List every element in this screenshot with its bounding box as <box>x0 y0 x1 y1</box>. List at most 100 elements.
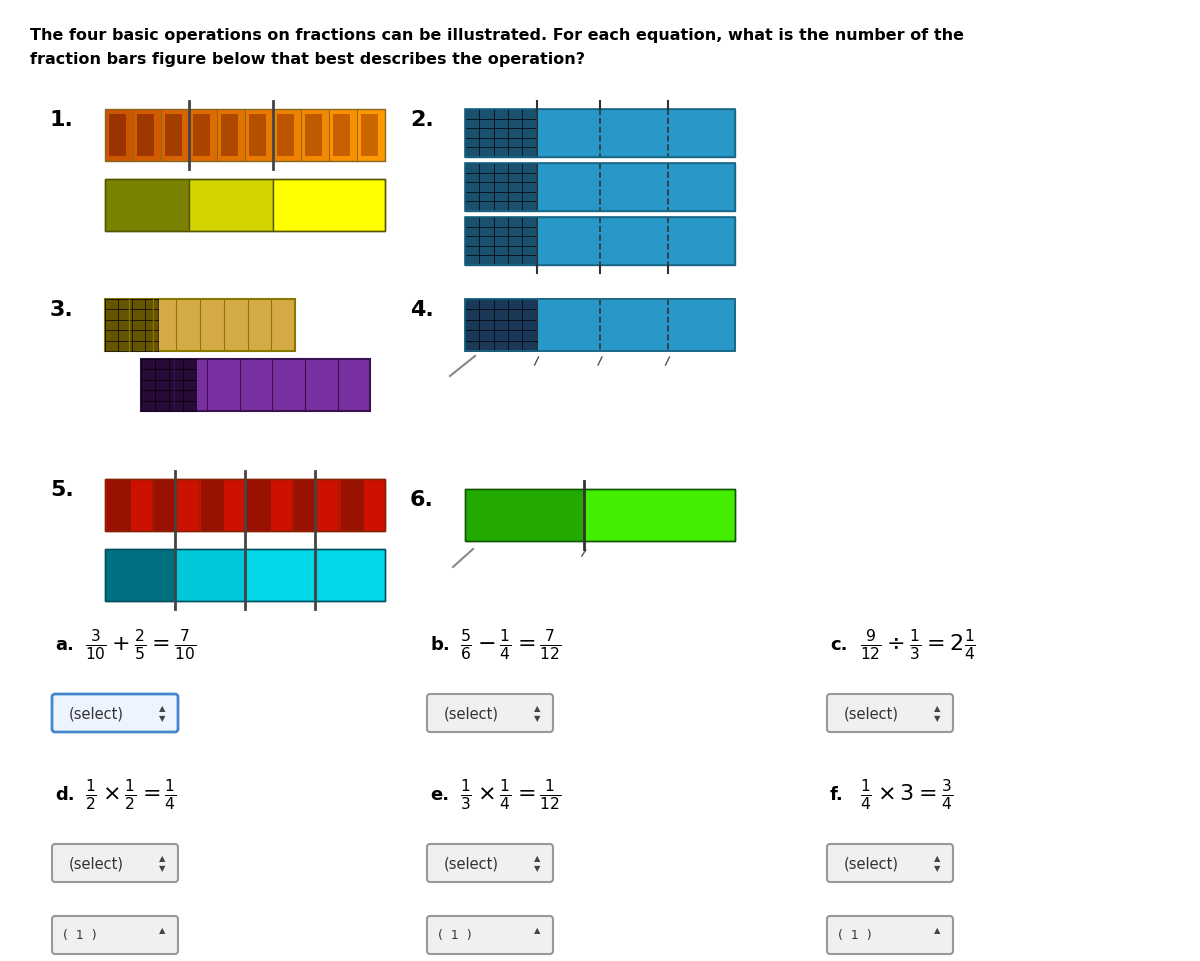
Bar <box>583 489 734 541</box>
Bar <box>305 115 322 157</box>
Text: ▲: ▲ <box>158 703 166 713</box>
Bar <box>166 115 182 157</box>
Bar <box>106 480 385 531</box>
Text: ▼: ▼ <box>934 864 941 873</box>
Text: b.: b. <box>430 635 450 653</box>
Text: $\mathregular{\frac{5}{6} - \frac{1}{4} = \frac{7}{12}}$: $\mathregular{\frac{5}{6} - \frac{1}{4} … <box>460 627 562 662</box>
Text: fraction bars figure below that best describes the operation?: fraction bars figure below that best des… <box>30 52 586 67</box>
Bar <box>106 300 158 352</box>
Bar <box>466 218 734 266</box>
Text: ▼: ▼ <box>158 714 166 723</box>
Bar <box>217 110 245 161</box>
Bar <box>341 480 364 531</box>
Text: (  1  ): ( 1 ) <box>838 928 871 942</box>
Bar <box>190 110 217 161</box>
Bar <box>466 300 734 352</box>
Text: (  1  ): ( 1 ) <box>64 928 97 942</box>
Text: ▼: ▼ <box>158 864 166 873</box>
Text: $\mathregular{\frac{1}{2} \times \frac{1}{2} = \frac{1}{4}}$: $\mathregular{\frac{1}{2} \times \frac{1… <box>85 776 176 812</box>
Bar <box>106 180 190 232</box>
FancyBboxPatch shape <box>827 916 953 954</box>
Bar <box>466 218 734 266</box>
Bar <box>466 110 734 158</box>
Bar <box>466 300 734 352</box>
Text: $\mathregular{\frac{1}{4} \times 3 = \frac{3}{4}}$: $\mathregular{\frac{1}{4} \times 3 = \fr… <box>860 776 953 812</box>
Text: c.: c. <box>830 635 847 653</box>
Text: (select): (select) <box>444 705 499 721</box>
FancyBboxPatch shape <box>427 844 553 882</box>
Bar <box>142 359 371 411</box>
Bar <box>466 489 734 541</box>
Text: ▲: ▲ <box>534 925 540 934</box>
Bar <box>106 550 385 602</box>
Bar <box>175 550 245 602</box>
Bar <box>200 480 224 531</box>
Text: 4.: 4. <box>410 300 433 320</box>
Text: a.: a. <box>55 635 74 653</box>
Bar <box>221 115 238 157</box>
Bar <box>154 480 178 531</box>
Text: e.: e. <box>430 785 449 803</box>
FancyBboxPatch shape <box>52 916 178 954</box>
Text: $\mathregular{\frac{3}{10} + \frac{2}{5} = \frac{7}{10}}$: $\mathregular{\frac{3}{10} + \frac{2}{5}… <box>85 627 197 662</box>
Text: ▲: ▲ <box>534 703 540 713</box>
Bar <box>466 489 583 541</box>
Bar <box>466 163 734 211</box>
Bar <box>361 115 378 157</box>
Bar <box>106 550 175 602</box>
Bar <box>466 300 536 352</box>
Text: ▲: ▲ <box>934 703 941 713</box>
Text: $\mathregular{\frac{9}{12} \div \frac{1}{3} = 2\frac{1}{4}}$: $\mathregular{\frac{9}{12} \div \frac{1}… <box>860 627 976 662</box>
Bar <box>193 115 210 157</box>
Bar <box>329 110 358 161</box>
Bar <box>466 218 536 266</box>
Bar <box>314 550 385 602</box>
Text: (select): (select) <box>70 705 124 721</box>
Bar <box>274 110 301 161</box>
Bar <box>245 110 274 161</box>
Bar <box>190 180 274 232</box>
Bar <box>142 359 197 411</box>
Bar <box>106 480 385 531</box>
Text: (select): (select) <box>844 705 899 721</box>
Text: $\mathregular{\frac{1}{3} \times \frac{1}{4} = \frac{1}{12}}$: $\mathregular{\frac{1}{3} \times \frac{1… <box>460 776 562 812</box>
Bar <box>466 163 734 211</box>
Bar <box>106 300 295 352</box>
FancyBboxPatch shape <box>52 844 178 882</box>
Bar <box>294 480 317 531</box>
FancyBboxPatch shape <box>427 694 553 732</box>
Text: 6.: 6. <box>410 489 434 509</box>
Text: (select): (select) <box>844 855 899 871</box>
Text: 3.: 3. <box>50 300 73 320</box>
Text: ▲: ▲ <box>158 853 166 863</box>
Text: (  1  ): ( 1 ) <box>438 928 472 942</box>
FancyBboxPatch shape <box>827 844 953 882</box>
Bar <box>334 115 350 157</box>
Text: ▼: ▼ <box>534 714 540 723</box>
FancyBboxPatch shape <box>52 694 178 732</box>
Bar <box>466 163 536 211</box>
Text: ▼: ▼ <box>934 714 941 723</box>
Text: ▲: ▲ <box>934 853 941 863</box>
Bar <box>250 115 266 157</box>
Bar <box>466 110 734 158</box>
Text: 1.: 1. <box>50 110 74 130</box>
Text: ▲: ▲ <box>534 853 540 863</box>
Bar <box>161 110 190 161</box>
Bar <box>109 115 126 157</box>
FancyBboxPatch shape <box>827 694 953 732</box>
Bar <box>277 115 294 157</box>
Text: ▲: ▲ <box>158 925 166 934</box>
Text: d.: d. <box>55 785 74 803</box>
Bar <box>106 110 133 161</box>
Bar <box>358 110 385 161</box>
Text: ▲: ▲ <box>934 925 941 934</box>
Bar <box>137 115 154 157</box>
Bar <box>107 480 131 531</box>
Text: (select): (select) <box>70 855 124 871</box>
Bar <box>106 110 385 161</box>
Bar <box>466 110 536 158</box>
Text: ▼: ▼ <box>534 864 540 873</box>
Text: The four basic operations on fractions can be illustrated. For each equation, wh: The four basic operations on fractions c… <box>30 28 964 43</box>
Bar <box>106 180 385 232</box>
